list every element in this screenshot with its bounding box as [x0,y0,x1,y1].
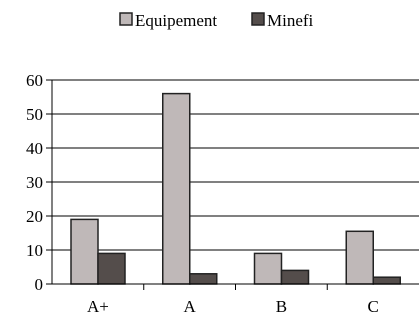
y-tick-label: 50 [26,105,43,124]
y-tick-label: 0 [35,275,44,294]
x-tick-label: B [276,297,287,316]
x-tick-label: A+ [87,297,109,316]
bar-minefi-c [372,276,401,285]
y-tick-label: 40 [26,139,43,158]
y-tick-label: 60 [26,71,43,90]
bar-minefi-b [280,269,310,285]
legend: Equipement Minefi [119,11,314,30]
gridlines [52,79,419,251]
bars [70,92,401,285]
bar-equipement-b [253,252,283,285]
legend-swatch [251,12,265,26]
y-tick-label: 20 [26,207,43,226]
bar-minefi-a [189,273,218,285]
y-tick-label: 30 [26,173,43,192]
bar-equipement-a [162,92,191,285]
legend-label: Minefi [267,11,314,30]
x-axis-ticks: A+ A B C [87,284,379,316]
legend-label: Equipement [135,11,217,30]
legend-swatch [119,12,133,26]
x-tick-label: A [183,297,196,316]
bar-minefi-aplus [97,252,126,285]
bar-equipement-aplus [70,218,99,285]
x-tick-label: C [367,297,378,316]
y-tick-label: 10 [26,241,43,260]
bar-equipement-c [345,230,374,285]
y-axis-ticks: 0 10 20 30 40 50 60 [26,71,52,294]
